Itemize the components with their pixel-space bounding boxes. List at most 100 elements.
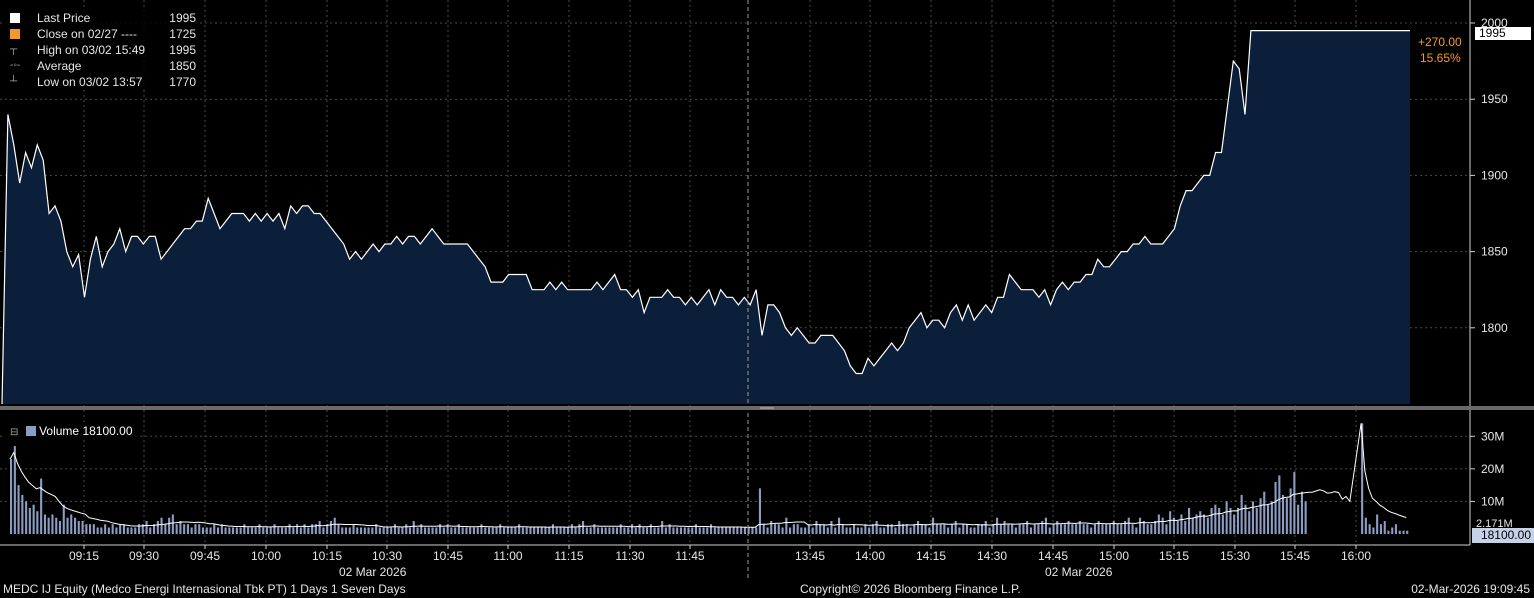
volume-bar — [250, 527, 253, 534]
volume-bar — [672, 527, 675, 534]
volume-bar — [856, 527, 859, 534]
volume-bar — [597, 527, 600, 534]
volume-bar — [687, 527, 690, 534]
volume-bar — [1391, 527, 1394, 534]
volume-bar — [883, 527, 886, 534]
volume-bar — [344, 527, 347, 534]
volume-swatch — [25, 426, 36, 436]
volume-bars — [10, 423, 1409, 534]
volume-bar — [917, 521, 920, 534]
volume-bar — [1142, 521, 1145, 534]
volume-bar — [100, 527, 103, 534]
volume-bar — [198, 524, 201, 534]
volume-bar — [646, 527, 649, 534]
volume-bar — [1146, 524, 1149, 534]
volume-bar — [484, 527, 487, 534]
volume-bar — [115, 527, 118, 534]
volume-bar — [47, 517, 50, 534]
volume-bar — [371, 527, 374, 534]
volume-bar — [209, 527, 212, 534]
volume-bar — [1188, 507, 1191, 534]
volume-bar — [111, 524, 114, 534]
volume-bar — [1248, 511, 1251, 534]
volume-bar — [326, 524, 329, 534]
volume-bar — [1402, 530, 1405, 534]
volume-bar — [92, 524, 95, 534]
volume-bar — [563, 527, 566, 534]
x-tick-label: 15:30 — [1220, 549, 1250, 563]
volume-bar — [1172, 517, 1175, 534]
volume-bar — [950, 524, 953, 534]
volume-bar — [1406, 530, 1409, 534]
volume-bar — [518, 524, 521, 534]
volume-bar — [58, 521, 61, 534]
volume-bar — [879, 527, 882, 534]
volume-bar — [822, 524, 825, 534]
x-tick-label: 10:00 — [251, 549, 281, 563]
volume-bar — [352, 524, 355, 534]
volume-bar — [551, 524, 554, 534]
legend-last-price[interactable]: Last Price 1995 — [4, 10, 200, 26]
x-tick-label: 10:45 — [433, 549, 463, 563]
volume-bar — [864, 524, 867, 534]
volume-bar — [977, 524, 980, 534]
legend-close[interactable]: Close on 02/27 ---- 1725 — [4, 26, 200, 42]
v-tick-label: 10M — [1481, 494, 1504, 508]
volume-bar — [224, 527, 227, 534]
volume-bar — [269, 527, 272, 534]
volume-bar — [849, 527, 852, 534]
volume-bar — [401, 527, 404, 534]
volume-bar — [1199, 511, 1202, 534]
volume-bar — [1251, 501, 1254, 534]
volume-ma-line — [9, 423, 1407, 528]
volume-bar — [40, 478, 43, 534]
legend-high-value: 1995 — [169, 43, 196, 57]
x-tick-label: 11:45 — [675, 549, 704, 563]
volume-bar — [664, 527, 667, 534]
volume-bar — [55, 517, 58, 534]
volume-bar — [472, 527, 475, 534]
legend-high[interactable]: ┬ High on 03/02 15:49 1995 — [4, 42, 200, 58]
volume-bar — [337, 524, 340, 534]
collapse-icon[interactable]: ⊟ — [10, 427, 19, 438]
volume-bar — [363, 527, 366, 534]
volume-bar — [890, 524, 893, 534]
volume-bar — [360, 527, 363, 534]
legend-average[interactable]: -◦- Average 1850 — [4, 58, 200, 74]
volume-bar — [762, 524, 765, 534]
volume-bar — [1169, 511, 1172, 534]
volume-bar — [619, 524, 622, 534]
volume-bar — [382, 527, 385, 534]
volume-bar — [1398, 530, 1401, 534]
time-axis-ticks: 09:15 09:30 09:45 10:00 10:15 10:30 10:45 11:00… — [69, 545, 1371, 563]
volume-bar — [826, 527, 829, 534]
volume-bar — [424, 527, 427, 534]
volume-bar — [179, 521, 182, 534]
volume-bar — [299, 527, 302, 534]
volume-bar — [217, 527, 220, 534]
volume-bar — [886, 524, 889, 534]
volume-bar — [589, 527, 592, 534]
volume-bar — [988, 527, 991, 534]
x-tick-label: 11:30 — [615, 549, 644, 563]
volume-bar — [901, 524, 904, 534]
grid-lines — [0, 0, 1470, 545]
volume-bar — [1018, 524, 1021, 534]
volume-bar — [408, 527, 411, 534]
volume-bar — [81, 521, 84, 534]
volume-bar — [25, 501, 28, 534]
volume-bar — [194, 524, 197, 534]
volume-bar — [841, 524, 844, 534]
change-percent: 15.65% — [1420, 51, 1461, 65]
volume-bar — [74, 517, 77, 534]
volume-bar — [356, 527, 359, 534]
volume-bar — [721, 527, 724, 534]
volume-bar — [164, 524, 167, 534]
volume-bar — [661, 521, 664, 534]
legend-low-value: 1770 — [169, 75, 196, 89]
volume-bar — [770, 521, 773, 534]
volume-bar — [175, 524, 178, 534]
volume-bar — [1108, 524, 1111, 534]
legend-low[interactable]: ┴ Low on 03/02 13:57 1770 — [4, 74, 200, 90]
volume-legend[interactable]: ⊟ Volume 18100.00 — [4, 422, 137, 440]
